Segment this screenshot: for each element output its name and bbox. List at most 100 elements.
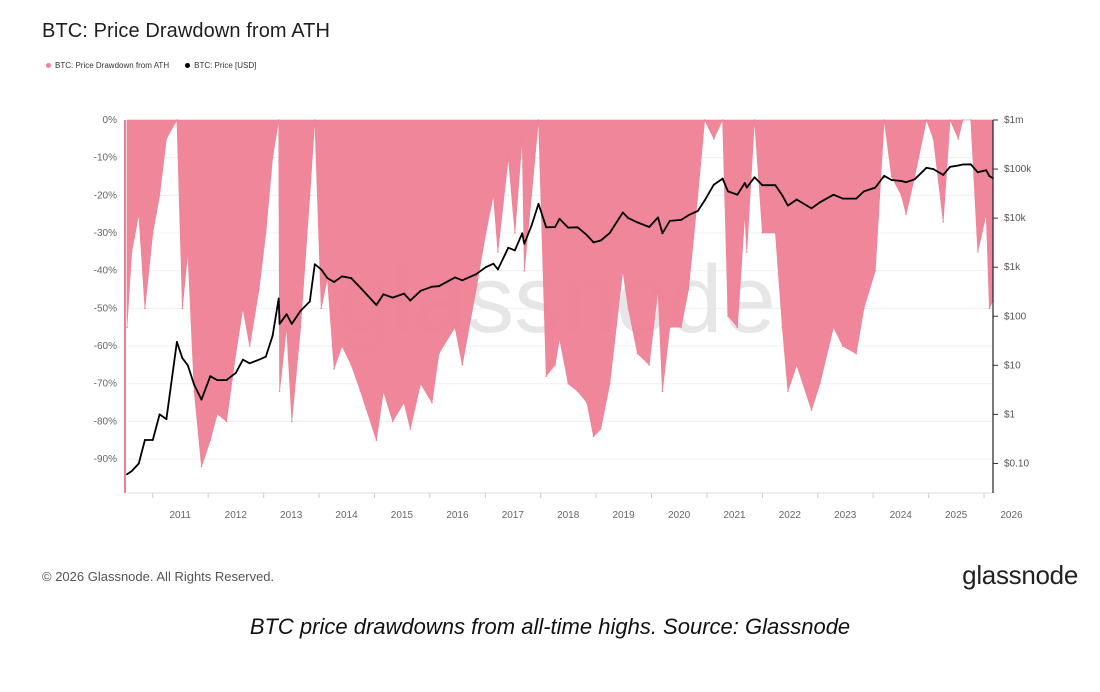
x-tick-label: 2019 [612, 510, 635, 521]
y-right-tick-label: $100k [1004, 164, 1032, 175]
y-left-tick-label: -80% [94, 416, 117, 427]
drawdown-point [126, 326, 128, 329]
price-point [271, 334, 274, 337]
drawdown-point [187, 251, 189, 253]
drawdown-point [713, 138, 715, 140]
legend-item-drawdown[interactable]: BTC: Price Drawdown from ATH [46, 61, 169, 70]
chart-plot[interactable]: glassnode 0%-10%-20%-30%-40%-50%-60%-70%… [0, 0, 1100, 560]
x-tick-label: 2017 [502, 510, 525, 521]
legend-item-price[interactable]: BTC: Price [USD] [185, 61, 256, 70]
drawdown-point [350, 364, 353, 366]
price-point [841, 197, 844, 200]
drawdown-point [932, 138, 935, 140]
drawdown-point [736, 326, 739, 329]
price-point [193, 383, 196, 386]
drawdown-point [382, 390, 385, 393]
drawdown-point [832, 326, 835, 329]
drawdown-point [774, 232, 777, 234]
price-point [492, 262, 495, 265]
drawdown-point [165, 138, 168, 140]
price-point [627, 217, 630, 220]
price-point [176, 341, 178, 343]
drawdown-point [962, 119, 964, 121]
drawdown-point [795, 364, 798, 366]
price-point [727, 190, 729, 193]
price-point [985, 169, 988, 172]
drawdown-point [787, 390, 789, 393]
drawdown-point [586, 401, 588, 404]
drawdown-point [278, 390, 281, 393]
drawdown-point [753, 119, 756, 121]
price-point [165, 418, 168, 421]
price-point [431, 285, 433, 288]
price-point [290, 322, 293, 325]
price-point [278, 322, 281, 325]
price-point [661, 232, 664, 235]
drawdown-point [985, 213, 987, 215]
price-point [696, 210, 699, 212]
price-point [438, 285, 440, 288]
chart-axes: 0% -10% -20% -30% -40% -50% -60% -70% -80% -90% $1… [94, 115, 1033, 521]
x-tick-label: 2023 [834, 510, 857, 521]
drawdown-point [193, 390, 196, 393]
price-point [326, 277, 329, 279]
price-point [475, 273, 478, 276]
drawdown-point [265, 232, 267, 234]
drawdown-point [913, 175, 916, 178]
price-point [687, 214, 690, 217]
drawdown-point [507, 156, 510, 159]
price-point [712, 183, 715, 186]
price-point [391, 296, 394, 299]
drawdown-point [761, 232, 764, 234]
drawdown-point [925, 119, 928, 121]
price-point [558, 217, 561, 220]
drawdown-point [627, 307, 630, 310]
price-point [264, 355, 267, 358]
price-point [761, 184, 764, 187]
drawdown-point [863, 307, 865, 310]
drawdown-point [200, 465, 203, 468]
drawdown-point [403, 401, 405, 404]
price-point [554, 226, 557, 228]
price-point [514, 249, 516, 252]
price-point [285, 313, 288, 316]
drawdown-point [523, 269, 526, 272]
y-right-tick-label: $100 [1004, 311, 1027, 322]
drawdown-point [608, 382, 611, 385]
drawdown-point [576, 390, 579, 393]
drawdown-point [158, 194, 161, 197]
glassnode-logo[interactable]: glassnode [962, 560, 1078, 590]
legend-swatch-drawdown [46, 63, 51, 68]
price-point [137, 462, 140, 465]
price-point [913, 178, 916, 181]
x-tick-label: 2012 [225, 510, 248, 521]
price-point [753, 176, 756, 179]
drawdown-point [277, 119, 280, 121]
price-point [454, 276, 456, 279]
y-right-tick-label: $1k [1004, 262, 1021, 273]
drawdown-point [258, 288, 260, 291]
drawdown-point [696, 194, 699, 197]
drawdown-point [409, 428, 412, 430]
price-point [382, 293, 385, 296]
price-point [703, 199, 706, 202]
price-point [350, 277, 353, 279]
price-point [621, 211, 624, 214]
legend-label-price: BTC: Price [USD] [194, 61, 257, 70]
drawdown-point [743, 213, 746, 215]
drawdown-point [622, 269, 624, 272]
price-point [657, 216, 659, 219]
drawdown-point [461, 364, 464, 366]
drawdown-point [151, 232, 154, 234]
drawdown-point [648, 364, 651, 366]
chart-title: BTC: Price Drawdown from ATH [42, 20, 331, 42]
price-point [313, 263, 316, 266]
drawdown-point [957, 138, 960, 140]
drawdown-point [290, 420, 293, 423]
price-point [158, 413, 161, 416]
x-tick-label: 2022 [779, 510, 802, 521]
price-point [545, 226, 548, 229]
drawdown-point [419, 382, 422, 385]
price-point [745, 186, 748, 189]
drawdown-point [209, 439, 212, 442]
